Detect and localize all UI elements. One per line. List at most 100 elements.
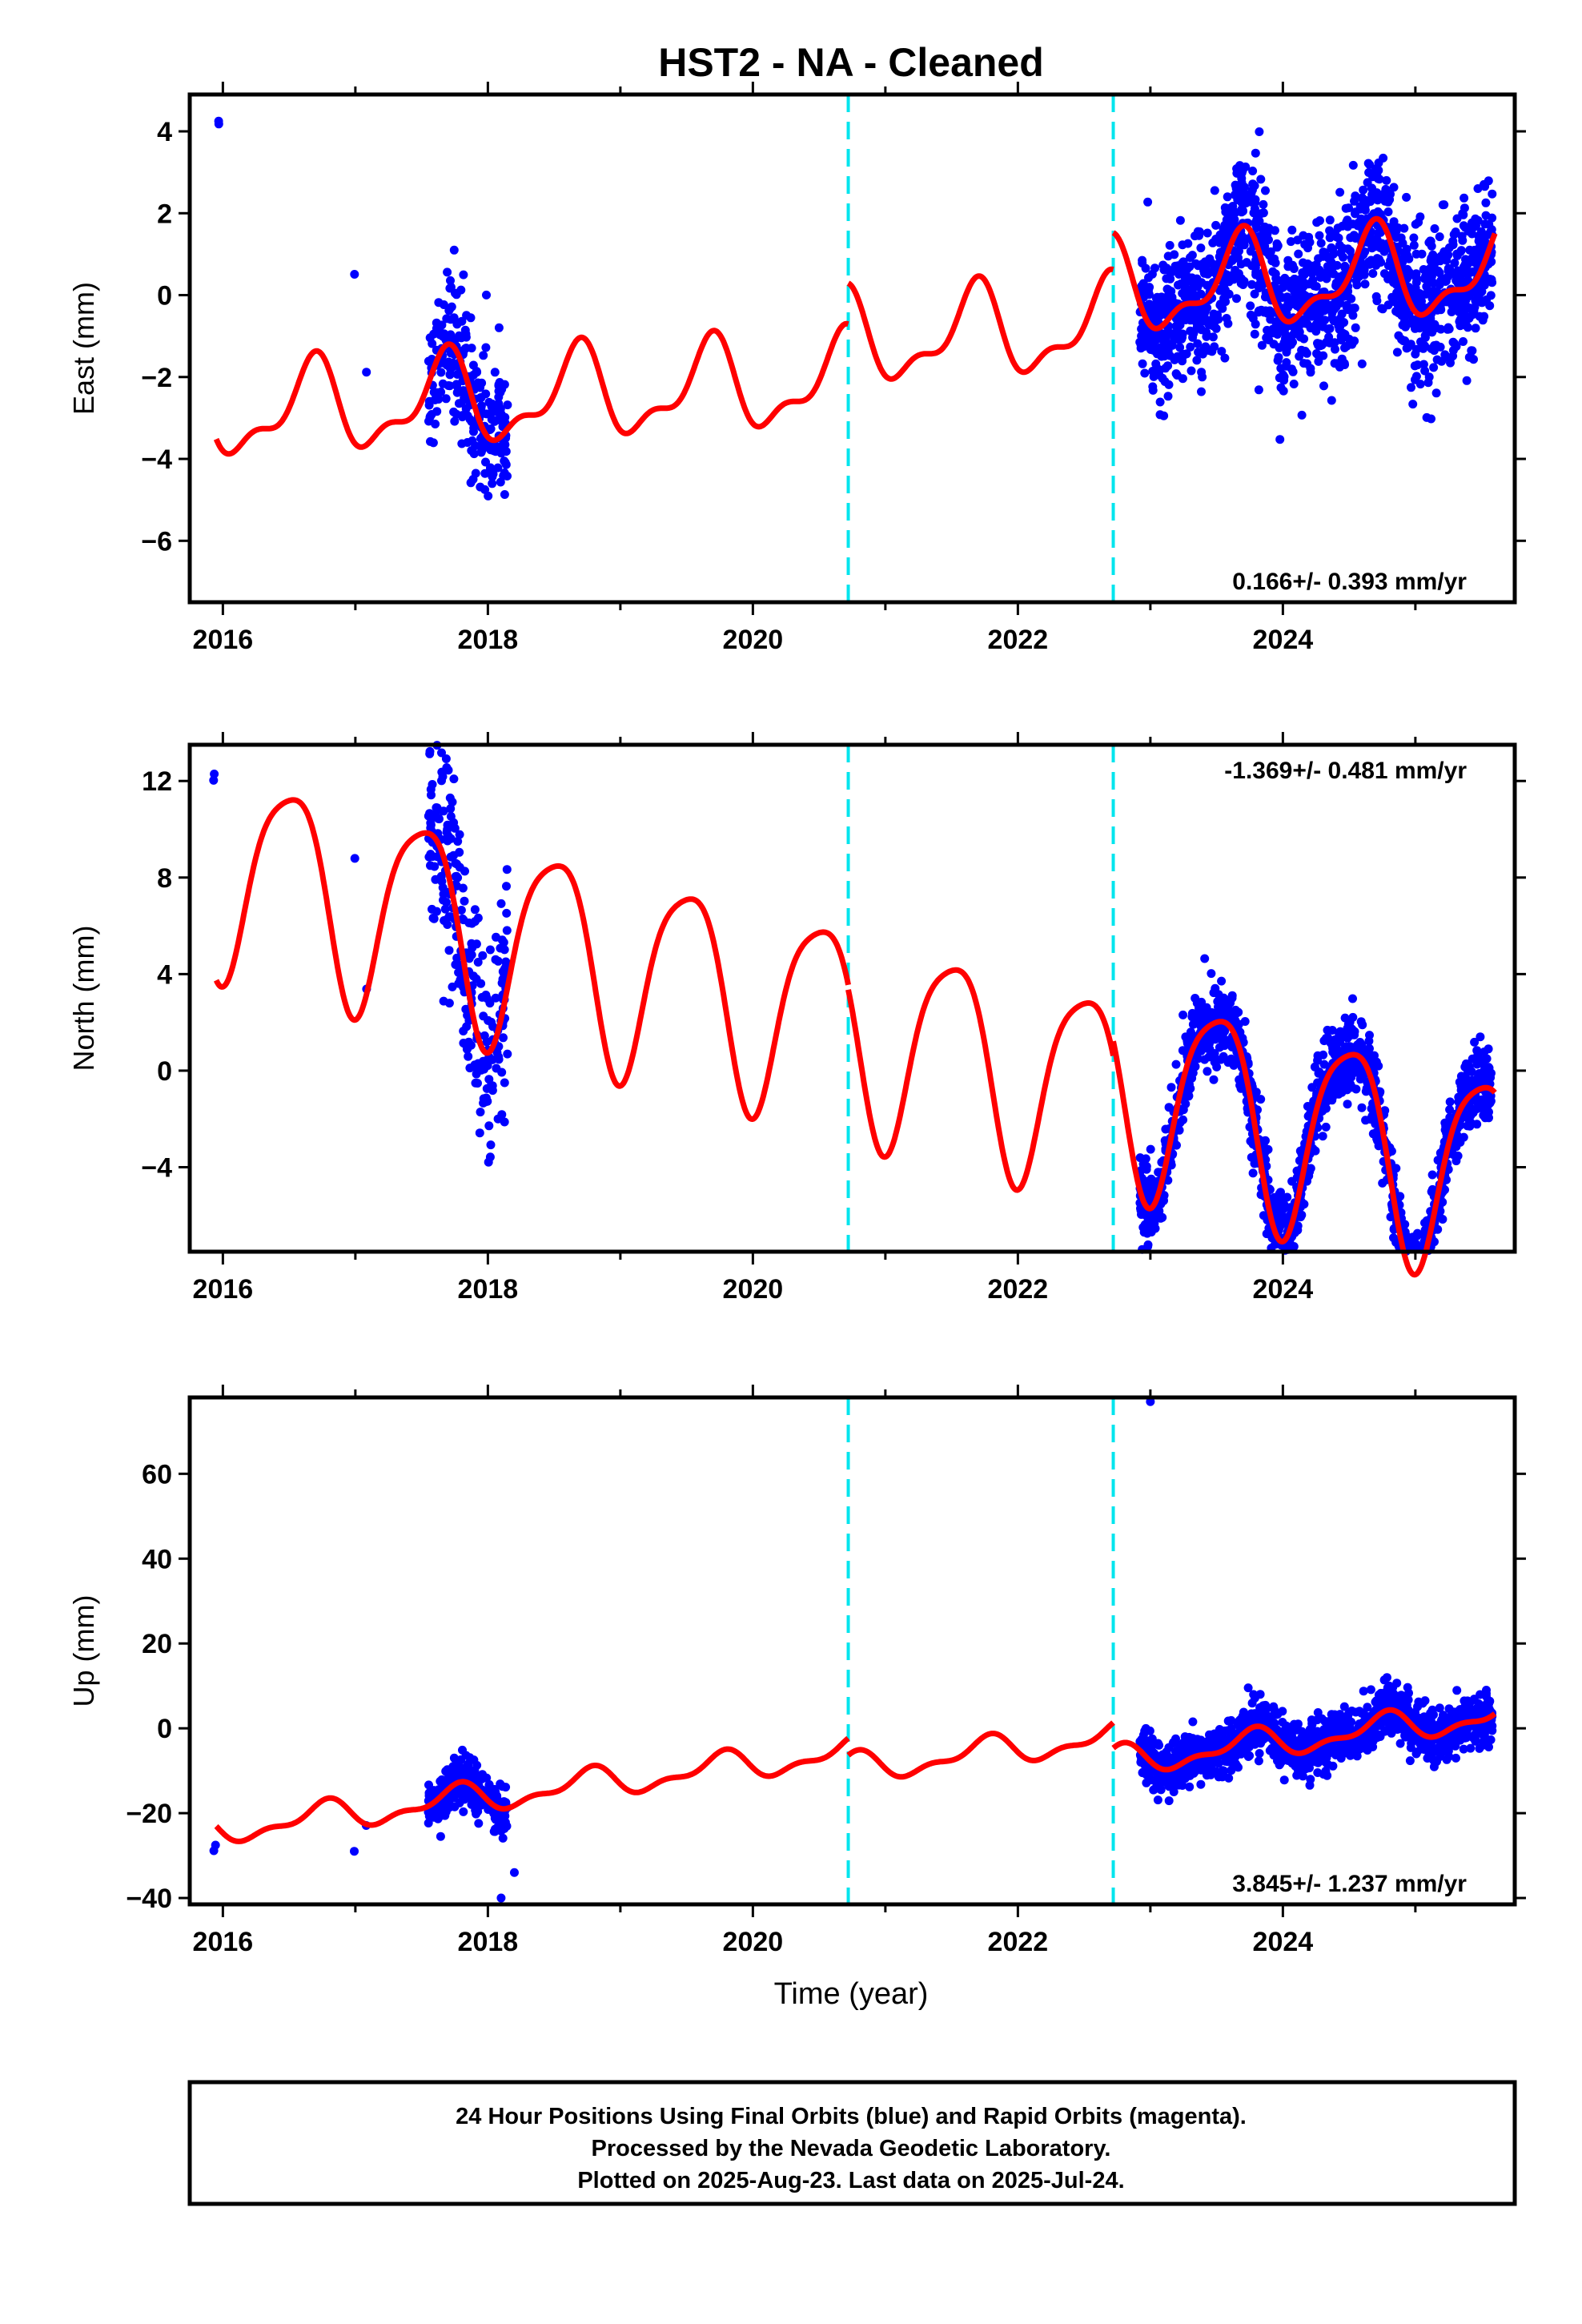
observation-point	[1225, 271, 1235, 280]
observation-point	[1423, 378, 1433, 388]
x-tick-label: 2016	[193, 625, 254, 655]
observation-point	[445, 381, 455, 391]
observation-point	[1419, 1712, 1429, 1722]
observation-point	[502, 882, 511, 891]
observation-point	[481, 389, 491, 399]
observation-point	[1203, 330, 1211, 340]
observation-point	[1247, 261, 1257, 271]
observation-point	[1364, 168, 1374, 177]
observation-point	[1459, 337, 1468, 346]
observation-point	[1306, 1775, 1315, 1784]
observation-point	[497, 1068, 507, 1077]
observation-point	[1394, 331, 1403, 340]
observation-point	[1461, 1112, 1471, 1122]
observation-point	[1346, 246, 1355, 255]
observation-point	[1349, 231, 1359, 240]
observation-point	[1460, 223, 1470, 232]
observation-point	[1254, 1756, 1263, 1766]
observation-point	[490, 368, 500, 377]
observation-point	[1172, 328, 1182, 337]
observation-point	[1480, 179, 1488, 189]
observation-point	[461, 329, 471, 339]
observation-point	[1209, 988, 1219, 998]
observation-point	[1386, 190, 1395, 199]
observation-point	[1181, 1100, 1191, 1108]
observation-point	[1152, 1212, 1162, 1221]
observation-point	[1256, 1095, 1266, 1104]
observation-point	[1480, 219, 1490, 229]
observation-point	[1357, 1040, 1367, 1050]
observation-point	[1461, 321, 1471, 331]
observation-point	[1463, 275, 1472, 284]
observation-point	[1398, 320, 1407, 330]
observation-point	[1143, 1242, 1153, 1252]
observation-point	[1387, 292, 1397, 302]
observation-point	[1188, 1068, 1198, 1078]
observation-point	[1359, 1687, 1368, 1696]
observation-point	[1382, 175, 1391, 185]
observation-point	[1138, 359, 1147, 368]
observation-point	[1154, 312, 1164, 321]
observation-point	[1444, 295, 1454, 304]
observation-point	[1475, 247, 1484, 256]
observation-point	[1335, 314, 1345, 324]
observation-point	[1468, 218, 1476, 227]
observation-point	[1306, 368, 1315, 377]
observation-point	[1276, 383, 1286, 392]
observation-point	[1270, 226, 1279, 235]
observation-point	[1181, 316, 1191, 324]
observation-point	[1459, 1132, 1468, 1142]
observation-point	[1203, 228, 1212, 238]
observation-point	[1427, 328, 1437, 337]
observation-point	[1164, 1796, 1174, 1806]
observation-point	[1481, 211, 1491, 220]
observation-point	[1348, 994, 1357, 1003]
observation-point	[1480, 1047, 1489, 1056]
observation-point	[503, 400, 512, 410]
observation-point	[1187, 251, 1197, 260]
observation-point	[1468, 229, 1477, 239]
observation-point	[1465, 1103, 1475, 1112]
observation-point	[1332, 1070, 1342, 1080]
observation-point	[1379, 1675, 1389, 1685]
y-tick-label: 4	[157, 959, 172, 990]
observation-point	[1254, 385, 1263, 395]
observation-point	[1178, 1010, 1188, 1019]
observation-point	[1193, 227, 1203, 236]
model-curve-segment	[1110, 1019, 1497, 1278]
observation-point	[1456, 274, 1465, 283]
observation-point	[1200, 1007, 1210, 1016]
observation-point	[488, 1086, 497, 1096]
observation-point	[447, 302, 456, 312]
observation-point	[1371, 236, 1380, 246]
observation-point	[1472, 1046, 1482, 1055]
observation-point	[1217, 976, 1227, 986]
observation-point	[1186, 342, 1195, 352]
observation-point	[432, 407, 442, 416]
observation-point	[1210, 342, 1219, 352]
y-tick-label: 0	[157, 1056, 172, 1087]
figure-title: HST2 - NA - Cleaned	[658, 40, 1044, 85]
y-axis-label: East (mm)	[67, 282, 100, 415]
observation-point	[481, 343, 491, 352]
observation-point	[1413, 322, 1423, 332]
observation-point	[464, 1051, 473, 1061]
observation-point	[1236, 259, 1246, 269]
observation-point	[503, 1049, 512, 1059]
x-tick-label: 2024	[1253, 1274, 1314, 1305]
observation-point	[1182, 264, 1192, 274]
observation-point	[1287, 225, 1297, 235]
observation-point	[1332, 260, 1342, 270]
observation-point	[1454, 307, 1464, 316]
x-tick-label: 2018	[458, 1274, 519, 1305]
observation-point	[446, 348, 456, 358]
observation-point	[1358, 195, 1367, 204]
observation-point	[1310, 267, 1319, 276]
observation-point	[1364, 1044, 1374, 1053]
observation-point	[1278, 1707, 1287, 1716]
observation-point	[1402, 244, 1411, 254]
observation-point	[1347, 1072, 1356, 1082]
observation-point	[1232, 294, 1241, 304]
observation-point	[1439, 274, 1448, 283]
observation-point	[442, 314, 452, 324]
